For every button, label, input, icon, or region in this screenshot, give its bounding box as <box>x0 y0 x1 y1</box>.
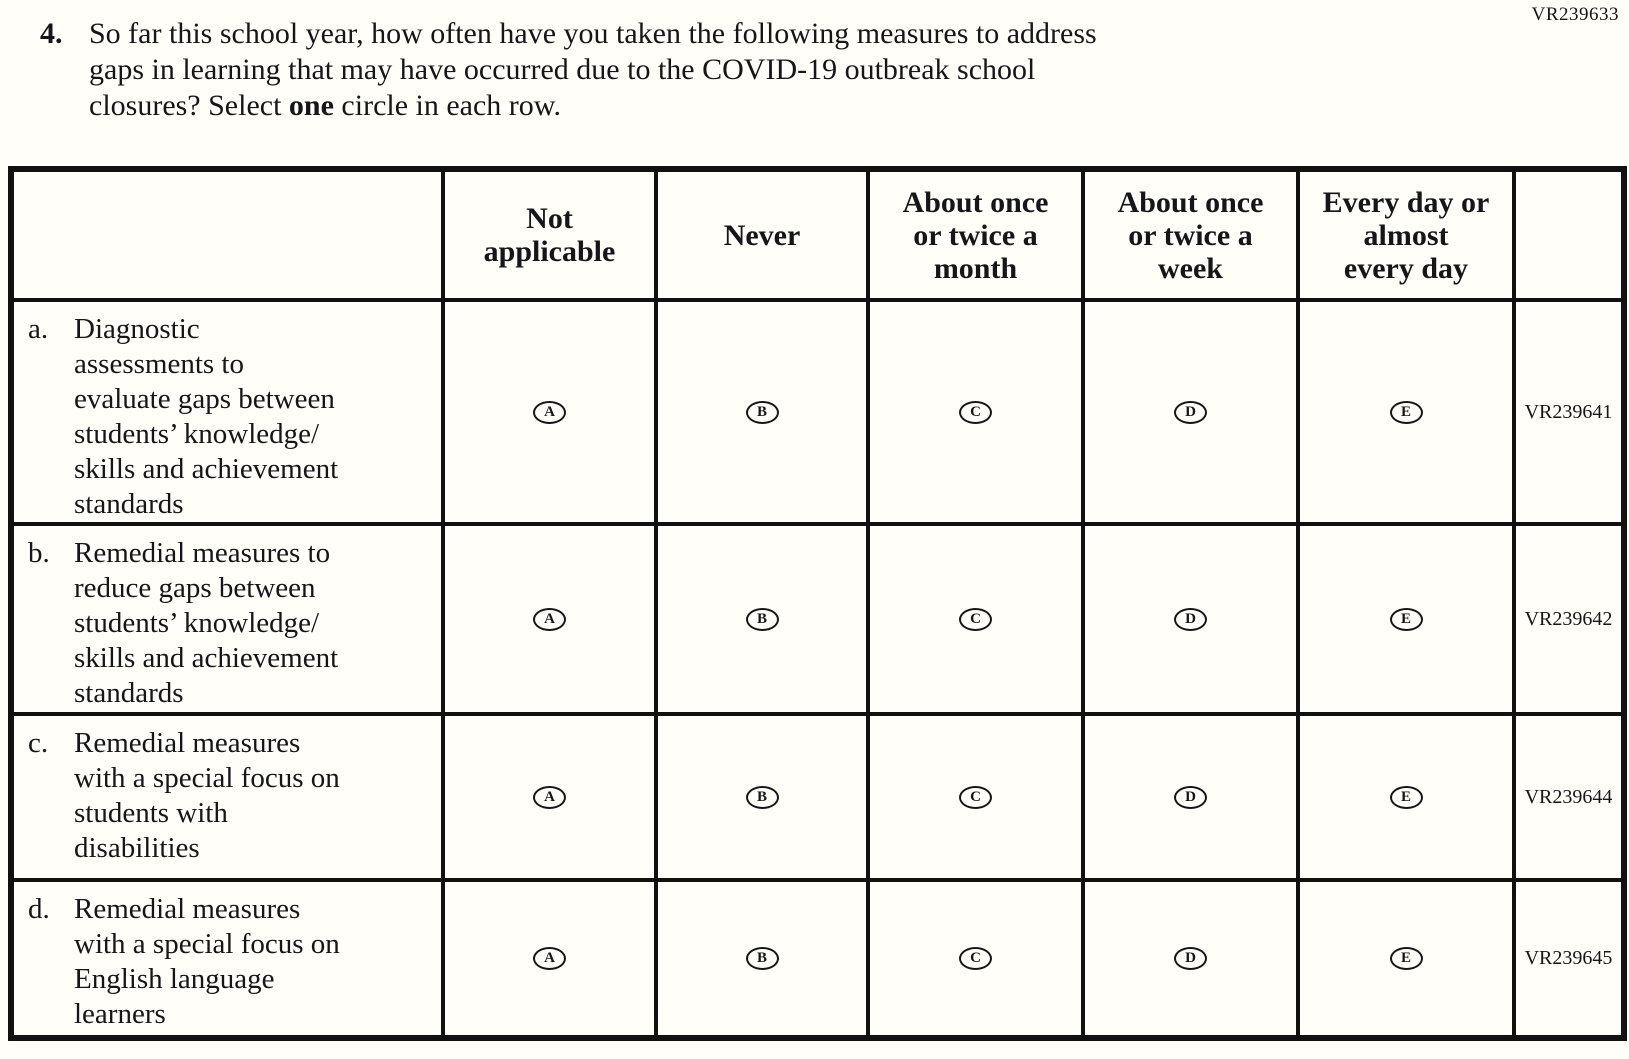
column-header-never: Never <box>654 167 870 302</box>
row-c-cell-once-twice-week: D <box>1081 712 1300 882</box>
column-header-every-day: Every day or almost every day <box>1296 167 1516 302</box>
survey-response-table: Not applicable Never About once or twice… <box>8 166 1627 1041</box>
row-c-cell-once-twice-month: C <box>866 712 1085 882</box>
row-b-cell-never: B <box>654 522 870 716</box>
row-d-option-A-bubble[interactable]: A <box>533 947 566 970</box>
page-code: VR239633 <box>1531 4 1619 25</box>
row-a-cell-once-twice-month: C <box>866 298 1085 526</box>
row-d-cell-every-day: E <box>1296 878 1516 1040</box>
row-a-option-A-bubble[interactable]: A <box>533 400 566 424</box>
row-d-option-C-bubble[interactable]: C <box>959 947 992 970</box>
row-c-code: VR239644 <box>1512 712 1626 882</box>
row-c-option-D-bubble[interactable]: D <box>1174 785 1207 809</box>
row-a-cell-not-applicable: A <box>441 298 658 526</box>
row-d-option-B-bubble[interactable]: B <box>745 947 779 970</box>
row-a-cell-once-twice-week: D <box>1081 298 1300 526</box>
row-d-cell-never: B <box>654 878 870 1040</box>
question-block: 4. So far this school year, how often ha… <box>40 16 1097 124</box>
table-row-a: a. Diagnostic assessments to evaluate ga… <box>9 298 1626 526</box>
row-a-code: VR239641 <box>1512 298 1626 526</box>
row-b-option-B-bubble[interactable]: B <box>745 607 779 631</box>
question-line-1: So far this school year, how often have … <box>89 17 1097 50</box>
table-row-c: c. Remedial measures with a special focu… <box>9 712 1626 882</box>
row-a-item-letter: a. <box>28 313 49 345</box>
row-b-option-D-bubble[interactable]: D <box>1174 607 1207 631</box>
row-d-cell-once-twice-month: C <box>866 878 1085 1040</box>
row-b-label: Remedial measures to reduce gaps between… <box>74 537 339 709</box>
row-c-item-letter: c. <box>28 727 49 759</box>
question-line-3-bold: one <box>288 89 334 122</box>
row-d-label: Remedial measures with a special focus o… <box>74 893 340 1030</box>
column-header-once-twice-week: About once or twice a week <box>1081 167 1300 302</box>
row-a-option-B-bubble[interactable]: B <box>745 400 779 424</box>
row-a-option-C-bubble[interactable]: C <box>959 400 992 424</box>
question-number: 4. <box>40 17 63 50</box>
row-b-cell-every-day: E <box>1296 522 1516 716</box>
row-d-option-D-bubble[interactable]: D <box>1174 947 1207 970</box>
row-d-label-cell: d. Remedial measures with a special focu… <box>9 878 445 1040</box>
table-row-d: d. Remedial measures with a special focu… <box>9 878 1626 1040</box>
row-d-cell-not-applicable: A <box>441 878 658 1040</box>
row-c-option-C-bubble[interactable]: C <box>959 785 992 809</box>
row-d-item-letter: d. <box>28 893 50 925</box>
row-a-cell-never: B <box>654 298 870 526</box>
table-row-b: b. Remedial measures to reduce gaps betw… <box>9 522 1626 716</box>
row-d-option-E-bubble[interactable]: E <box>1389 947 1423 970</box>
question-line-3-before: closures? Select <box>89 89 289 122</box>
row-a-option-E-bubble[interactable]: E <box>1389 400 1423 424</box>
question-line-2: gaps in learning that may have occurred … <box>89 53 1036 86</box>
row-b-option-A-bubble[interactable]: A <box>533 607 566 631</box>
row-c-label: Remedial measures with a special focus o… <box>74 727 340 864</box>
row-b-cell-once-twice-month: C <box>866 522 1085 716</box>
row-b-option-E-bubble[interactable]: E <box>1389 607 1423 631</box>
row-b-code: VR239642 <box>1512 522 1626 716</box>
row-c-option-A-bubble[interactable]: A <box>533 785 566 809</box>
column-header-once-twice-month: About once or twice a month <box>866 167 1085 302</box>
question-line-3-after: circle in each row. <box>333 89 562 122</box>
row-a-label: Diagnostic assessments to evaluate gaps … <box>74 313 339 520</box>
row-b-item-letter: b. <box>28 537 50 569</box>
question-text: So far this school year, how often have … <box>89 16 1097 124</box>
row-b-cell-not-applicable: A <box>441 522 658 716</box>
header-row: Not applicable Never About once or twice… <box>9 167 1626 302</box>
row-c-cell-never: B <box>654 712 870 882</box>
row-c-cell-not-applicable: A <box>441 712 658 882</box>
column-header-not-applicable: Not applicable <box>441 167 658 302</box>
row-b-cell-once-twice-week: D <box>1081 522 1300 716</box>
row-c-option-B-bubble[interactable]: B <box>745 785 779 809</box>
row-d-cell-once-twice-week: D <box>1081 878 1300 1040</box>
header-empty-code-cell <box>1512 167 1626 302</box>
row-c-cell-every-day: E <box>1296 712 1516 882</box>
header-empty-label-cell <box>9 167 445 302</box>
row-b-label-cell: b. Remedial measures to reduce gaps betw… <box>9 522 445 716</box>
row-c-label-cell: c. Remedial measures with a special focu… <box>9 712 445 882</box>
row-b-option-C-bubble[interactable]: C <box>959 607 992 631</box>
row-c-option-E-bubble[interactable]: E <box>1389 785 1423 809</box>
question-line-3: closures? Select one circle in each row. <box>89 88 1097 124</box>
row-d-code: VR239645 <box>1512 878 1626 1040</box>
row-a-label-cell: a. Diagnostic assessments to evaluate ga… <box>9 298 445 526</box>
row-a-cell-every-day: E <box>1296 298 1516 526</box>
row-a-option-D-bubble[interactable]: D <box>1174 400 1207 424</box>
